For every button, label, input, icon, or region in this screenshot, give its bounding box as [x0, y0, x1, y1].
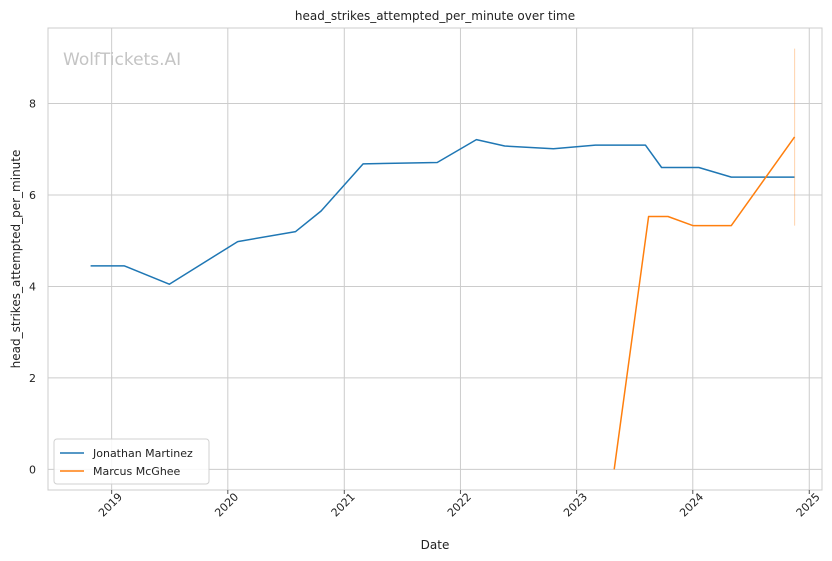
x-tick-label: 2022 — [445, 490, 474, 519]
y-tick-label: 6 — [29, 189, 36, 202]
x-tick-label: 2024 — [677, 490, 706, 519]
plot-area — [47, 27, 823, 491]
series-line-jonathan-martinez — [90, 138, 795, 285]
series-layer — [90, 48, 796, 470]
chart-title: head_strikes_attempted_per_minute over t… — [295, 9, 575, 23]
x-tick-label: 2020 — [212, 490, 241, 519]
legend-label-jonathan-martinez: Jonathan Martinez — [92, 447, 193, 460]
y-axis-label: head_strikes_attempted_per_minute — [9, 150, 23, 369]
legend-label-marcus-mcghee: Marcus McGhee — [93, 465, 181, 478]
x-tick-label: 2023 — [561, 490, 590, 519]
y-tick-label: 4 — [29, 280, 36, 293]
watermark-text: WolfTickets.AI — [63, 50, 181, 70]
x-gridlines — [111, 28, 810, 490]
y-tick-label: 0 — [29, 463, 36, 476]
y-gridlines — [48, 102, 822, 470]
x-axis-label: Date — [421, 538, 450, 552]
x-tick-labels: 2019 2020 2021 2022 2023 2024 2025 — [96, 490, 823, 519]
x-tick-label: 2025 — [794, 490, 823, 519]
y-tick-labels: 0 2 4 6 8 — [29, 97, 36, 476]
legend-box — [53, 438, 210, 485]
series-line-marcus-mcghee — [613, 136, 796, 470]
y-tick-label: 2 — [29, 372, 36, 385]
x-tick-label: 2019 — [96, 490, 125, 519]
legend: Jonathan Martinez Marcus McGhee — [53, 438, 210, 485]
y-tick-label: 8 — [29, 97, 36, 110]
x-tick-label: 2021 — [329, 490, 358, 519]
